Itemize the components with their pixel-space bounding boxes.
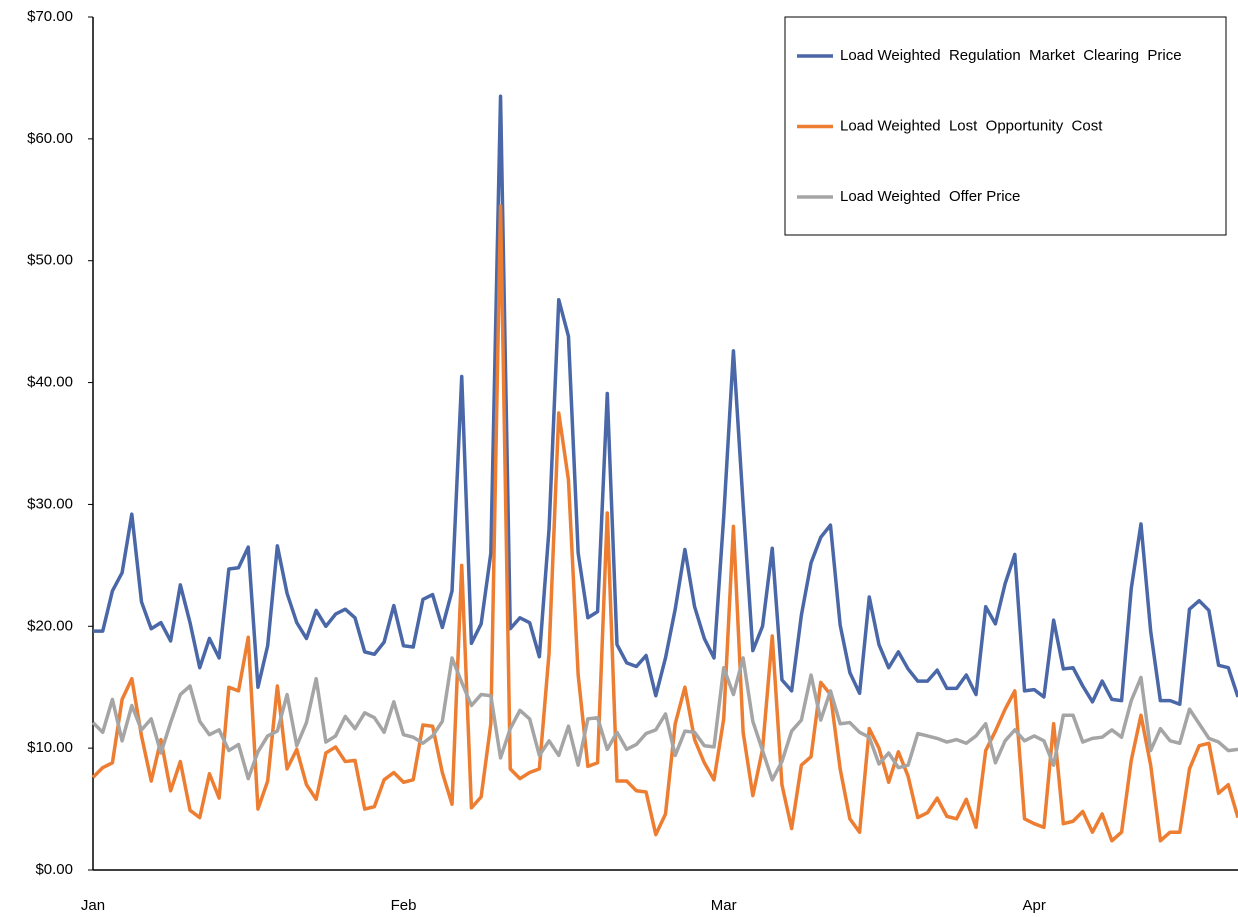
y-tick-label: $50.00 <box>27 252 73 269</box>
x-tick-label: Apr <box>1023 897 1046 914</box>
y-tick-label: $60.00 <box>27 130 73 147</box>
legend-label: Load Weighted Lost Opportunity Cost <box>840 117 1103 134</box>
legend-label: Load Weighted Regulation Market Clearing… <box>840 47 1182 64</box>
y-tick-label: $40.00 <box>27 374 73 391</box>
series-line <box>91 656 1238 782</box>
series-line <box>93 94 1238 707</box>
x-tick-label: Mar <box>711 897 737 914</box>
legend-label: Load Weighted Offer Price <box>840 188 1020 205</box>
x-tick-label: Jan <box>81 897 105 914</box>
y-tick-label: $10.00 <box>27 739 73 756</box>
y-tick-label: $20.00 <box>27 617 73 634</box>
series-line <box>91 204 1238 843</box>
legend-box <box>784 16 1227 236</box>
y-tick-label: $0.00 <box>35 861 73 878</box>
y-tick-label: $70.00 <box>27 8 73 25</box>
x-tick-label: Feb <box>391 897 417 914</box>
y-tick-label: $30.00 <box>27 495 73 512</box>
